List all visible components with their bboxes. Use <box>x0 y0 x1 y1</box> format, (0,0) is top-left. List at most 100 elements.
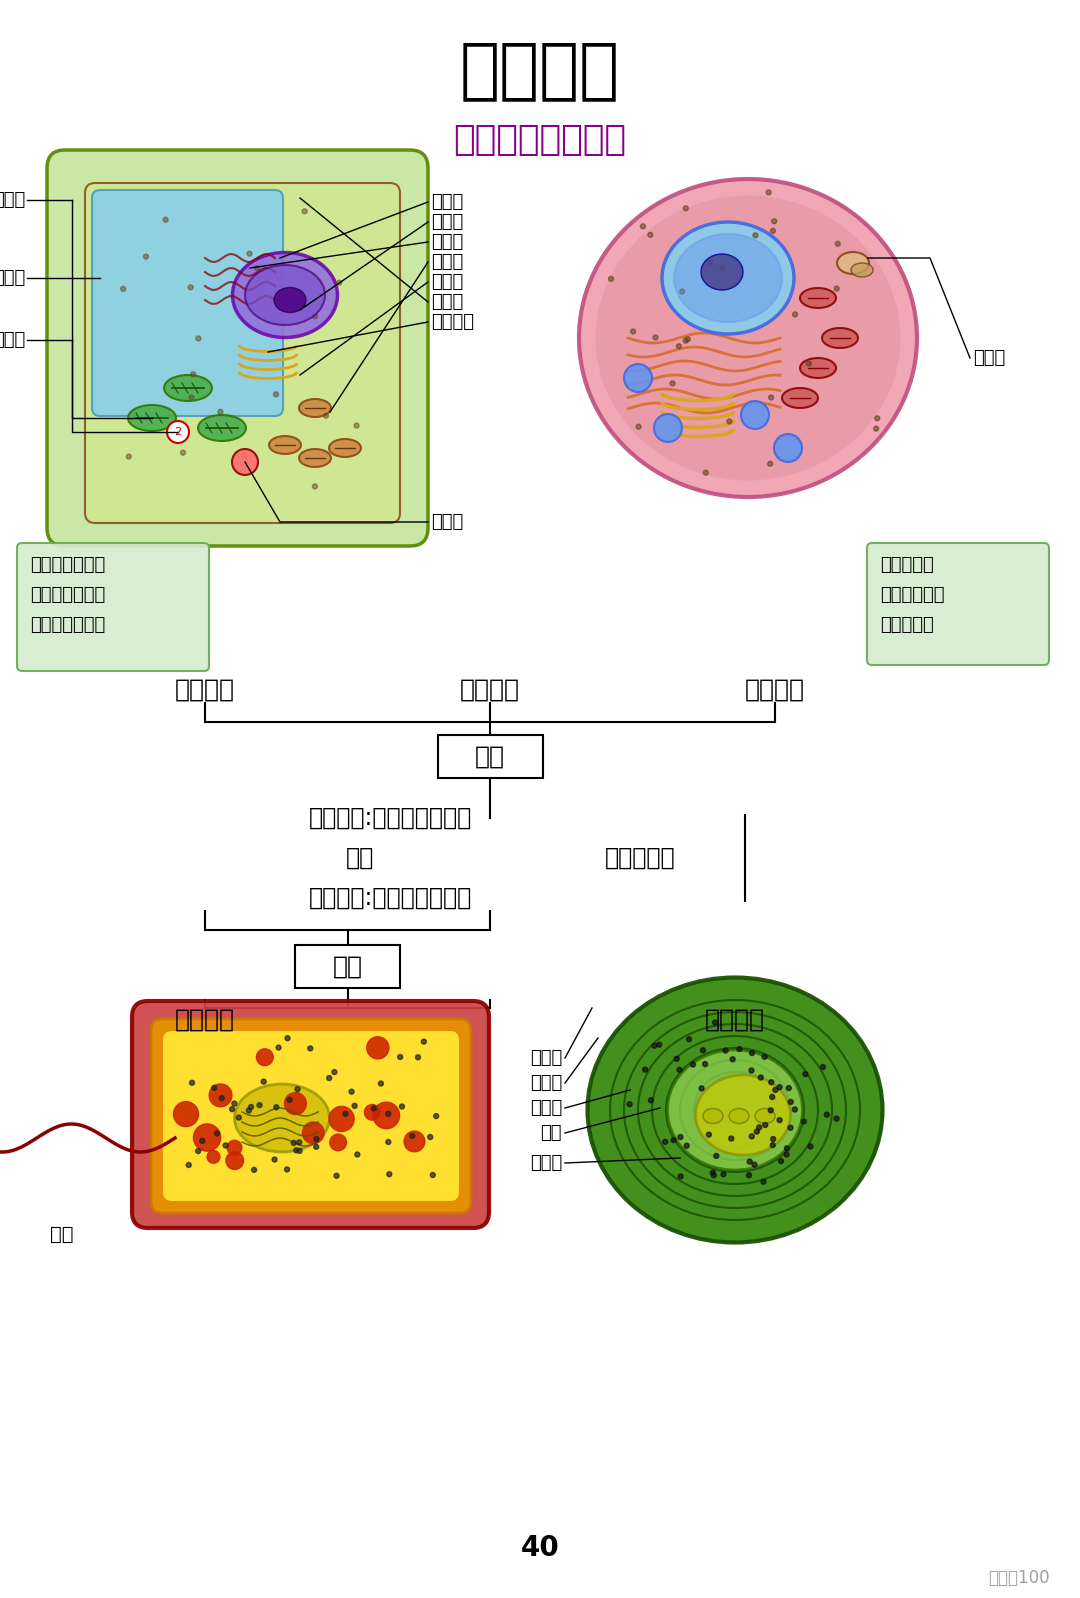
Circle shape <box>788 1125 793 1130</box>
Circle shape <box>230 1107 234 1112</box>
Circle shape <box>677 1067 681 1072</box>
Text: 细胞质: 细胞质 <box>431 213 463 232</box>
Circle shape <box>343 1111 348 1117</box>
Circle shape <box>657 1042 662 1047</box>
Ellipse shape <box>800 288 836 308</box>
Text: 蓝藻细胞: 蓝藻细胞 <box>705 1008 765 1032</box>
Circle shape <box>297 1149 302 1154</box>
Circle shape <box>212 1085 217 1090</box>
Circle shape <box>808 1144 813 1149</box>
Circle shape <box>713 1020 717 1024</box>
FancyBboxPatch shape <box>17 543 210 671</box>
Circle shape <box>332 1069 337 1074</box>
Circle shape <box>326 1075 332 1080</box>
Circle shape <box>247 251 252 256</box>
Circle shape <box>186 1162 191 1168</box>
Circle shape <box>248 1104 254 1109</box>
Circle shape <box>801 1119 807 1123</box>
Circle shape <box>835 241 840 246</box>
Circle shape <box>126 454 132 459</box>
Circle shape <box>308 1047 313 1051</box>
Circle shape <box>721 1171 726 1176</box>
Circle shape <box>727 419 732 423</box>
Circle shape <box>678 1175 683 1179</box>
Ellipse shape <box>674 233 782 323</box>
Ellipse shape <box>851 264 873 276</box>
Circle shape <box>769 1080 773 1085</box>
Circle shape <box>737 1047 742 1051</box>
Text: 高尔基体: 高尔基体 <box>431 313 474 331</box>
Circle shape <box>218 409 222 414</box>
Circle shape <box>643 1067 648 1072</box>
Circle shape <box>762 1122 768 1128</box>
Circle shape <box>770 229 775 233</box>
Circle shape <box>654 414 681 443</box>
Circle shape <box>773 1088 778 1093</box>
Text: 核糖体: 核糖体 <box>530 1154 562 1171</box>
Ellipse shape <box>755 1109 775 1123</box>
Circle shape <box>608 276 613 281</box>
Ellipse shape <box>837 252 869 273</box>
Circle shape <box>276 1045 281 1050</box>
Ellipse shape <box>329 439 361 457</box>
Circle shape <box>219 1096 225 1101</box>
Text: 最根本区别: 最根本区别 <box>605 845 675 869</box>
Circle shape <box>758 1075 764 1080</box>
Circle shape <box>404 1131 424 1152</box>
Circle shape <box>631 329 636 334</box>
Circle shape <box>750 1135 754 1139</box>
Circle shape <box>193 1123 220 1151</box>
Circle shape <box>678 1135 683 1139</box>
Circle shape <box>729 1136 733 1141</box>
Circle shape <box>778 1117 782 1123</box>
Circle shape <box>200 1138 205 1143</box>
Text: 40: 40 <box>521 1534 559 1561</box>
Circle shape <box>679 289 685 294</box>
Circle shape <box>720 265 725 270</box>
Text: 原核细胞:无成形的细胞核: 原核细胞:无成形的细胞核 <box>309 885 472 909</box>
Ellipse shape <box>198 415 246 441</box>
Circle shape <box>753 233 758 238</box>
Ellipse shape <box>782 388 818 407</box>
Circle shape <box>373 1103 400 1128</box>
Circle shape <box>712 1173 716 1178</box>
Circle shape <box>189 395 194 400</box>
Circle shape <box>714 1154 719 1159</box>
Circle shape <box>793 312 797 316</box>
Circle shape <box>302 209 307 214</box>
Text: 高中生物: 高中生物 <box>460 37 620 102</box>
Circle shape <box>334 1173 339 1178</box>
Circle shape <box>834 1115 839 1122</box>
Text: 线粒体: 线粒体 <box>431 252 463 272</box>
Circle shape <box>711 1170 715 1175</box>
Circle shape <box>703 1061 707 1066</box>
Circle shape <box>784 1152 789 1157</box>
Ellipse shape <box>703 1109 723 1123</box>
Circle shape <box>670 380 675 385</box>
Circle shape <box>624 364 652 392</box>
Circle shape <box>770 1143 775 1147</box>
Ellipse shape <box>579 179 917 497</box>
Circle shape <box>769 395 773 400</box>
Ellipse shape <box>129 404 176 431</box>
Text: 举例: 举例 <box>475 745 505 769</box>
Text: 细胞膜: 细胞膜 <box>530 1074 562 1091</box>
Ellipse shape <box>696 1075 791 1155</box>
Circle shape <box>195 336 201 340</box>
Circle shape <box>284 1167 289 1171</box>
Circle shape <box>144 254 148 259</box>
Circle shape <box>312 313 318 320</box>
Ellipse shape <box>245 265 325 324</box>
Circle shape <box>684 339 688 344</box>
Circle shape <box>387 1171 392 1176</box>
Circle shape <box>295 1087 300 1091</box>
FancyBboxPatch shape <box>295 944 400 988</box>
Text: 细胞质: 细胞质 <box>530 1099 562 1117</box>
Circle shape <box>779 1159 783 1163</box>
Circle shape <box>770 1095 774 1099</box>
FancyBboxPatch shape <box>437 735 542 778</box>
Circle shape <box>256 1048 273 1066</box>
Text: 鞭毛: 鞭毛 <box>51 1226 73 1243</box>
Text: 举例: 举例 <box>333 954 363 978</box>
Circle shape <box>636 423 642 430</box>
